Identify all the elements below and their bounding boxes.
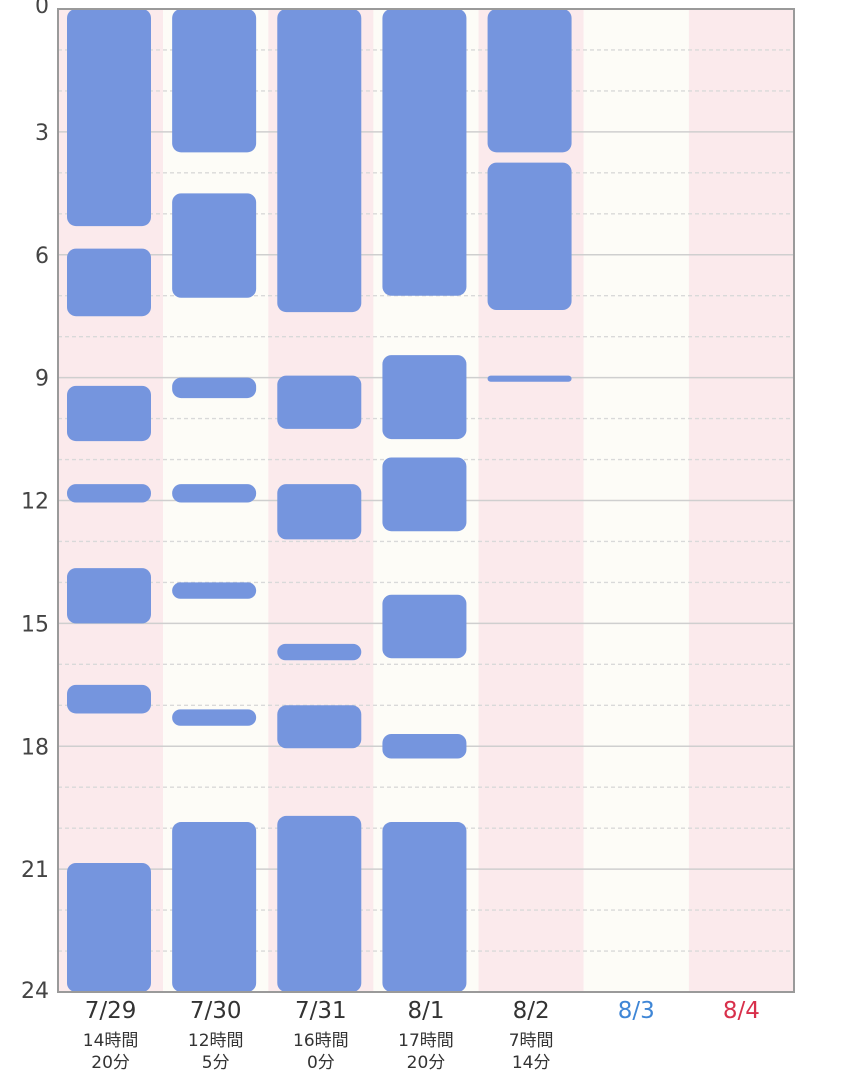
sleep-bar <box>277 9 362 313</box>
y-tick-label: 24 <box>21 979 49 1004</box>
y-tick-label: 18 <box>21 735 49 760</box>
sleep-bar <box>277 705 362 749</box>
x-date-label: 7/31 <box>295 998 347 1024</box>
x-date-label: 8/3 <box>618 998 655 1024</box>
x-date-label: 7/30 <box>190 998 242 1024</box>
sleep-bar <box>172 484 257 503</box>
y-tick-label: 15 <box>21 612 49 637</box>
x-total-hours-label: 12時間 <box>188 1031 244 1051</box>
x-axis-labels: 7/2914時間20分7/3012時間5分7/3116時間0分8/117時間20… <box>83 998 760 1073</box>
sleep-bar <box>67 862 151 992</box>
sleep-bar <box>382 9 467 296</box>
sleep-bar <box>172 377 257 399</box>
y-tick-label: 12 <box>21 490 49 515</box>
y-tick-label: 21 <box>21 858 49 883</box>
sleep-bar <box>277 375 362 429</box>
sleep-bar <box>172 822 257 992</box>
sleep-bar <box>172 9 257 153</box>
sleep-bar <box>67 568 151 624</box>
sleep-bar <box>67 684 151 714</box>
sleep-bar <box>277 815 362 992</box>
x-total-hours-label: 16時間 <box>293 1031 349 1051</box>
x-total-minutes-label: 20分 <box>407 1053 446 1073</box>
x-total-hours-label: 7時間 <box>509 1031 554 1051</box>
sleep-bar <box>487 162 572 311</box>
x-total-minutes-label: 0分 <box>307 1053 335 1073</box>
y-tick-label: 6 <box>35 244 49 269</box>
x-date-label: 8/4 <box>723 998 760 1024</box>
sleep-bar <box>382 355 467 440</box>
x-date-label: 8/1 <box>407 998 444 1024</box>
x-total-minutes-label: 14分 <box>512 1053 551 1073</box>
sleep-bar <box>382 822 467 992</box>
x-total-minutes-label: 20分 <box>91 1053 130 1073</box>
sleep-bar <box>67 248 151 317</box>
sleep-bar <box>487 9 572 153</box>
x-total-minutes-label: 5分 <box>202 1053 230 1073</box>
sleep-bar <box>382 457 467 532</box>
y-tick-label: 0 <box>35 0 49 19</box>
y-tick-label: 3 <box>35 121 49 146</box>
y-tick-label: 9 <box>35 367 49 392</box>
sleep-bar <box>172 193 257 298</box>
sleep-bar <box>172 709 257 726</box>
sleep-bar <box>277 643 362 661</box>
x-total-hours-label: 17時間 <box>398 1031 454 1051</box>
sleep-bar <box>67 484 151 503</box>
sleep-bar <box>487 375 572 382</box>
x-total-hours-label: 14時間 <box>83 1031 139 1051</box>
sleep-bar <box>382 594 467 659</box>
y-axis-labels: 0 3 6 9 12 15 18 21 24 <box>21 0 49 1004</box>
plot-frame <box>57 8 795 993</box>
x-date-label: 7/29 <box>85 998 137 1024</box>
sleep-bar <box>382 733 467 759</box>
sleep-bar <box>172 582 257 599</box>
x-date-label: 8/2 <box>513 998 550 1024</box>
sleep-bar <box>67 385 151 442</box>
sleep-bars <box>67 9 572 992</box>
sleep-bar <box>277 484 362 540</box>
sleep-bar <box>67 9 151 227</box>
